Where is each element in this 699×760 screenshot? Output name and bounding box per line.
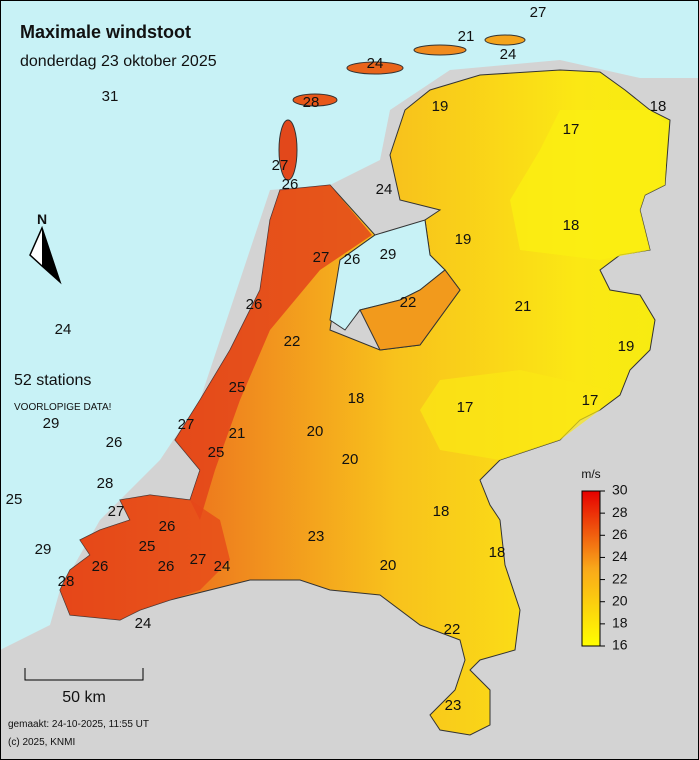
legend-tick-label: 20 bbox=[612, 592, 628, 608]
station-value: 29 bbox=[35, 541, 52, 558]
station-value: 28 bbox=[97, 475, 114, 492]
sea bbox=[0, 0, 699, 650]
station-value: 20 bbox=[380, 557, 397, 574]
island bbox=[484, 34, 526, 46]
station-value: 20 bbox=[342, 451, 359, 468]
legend-colorbar bbox=[581, 490, 601, 647]
scale-label: 50 km bbox=[62, 689, 106, 706]
station-value: 31 bbox=[102, 88, 119, 105]
station-value: 25 bbox=[208, 444, 225, 461]
legend-tick-label: 30 bbox=[612, 482, 628, 498]
red-zeeland bbox=[60, 495, 230, 620]
station-value: 24 bbox=[376, 181, 393, 198]
station-value: 24 bbox=[367, 55, 384, 72]
station-value: 17 bbox=[563, 121, 580, 138]
stations-count: 52 stations bbox=[14, 372, 91, 389]
island bbox=[292, 93, 338, 107]
island bbox=[346, 61, 404, 75]
station-value: 26 bbox=[106, 434, 123, 451]
yellow-center bbox=[420, 370, 610, 460]
yellow-east bbox=[510, 110, 668, 260]
station-value: 20 bbox=[307, 423, 324, 440]
station-value: 24 bbox=[135, 615, 152, 632]
legend-tick-label: 26 bbox=[612, 526, 628, 542]
station-value: 26 bbox=[158, 558, 175, 575]
station-value: 26 bbox=[92, 558, 109, 575]
legend-tick-label: 18 bbox=[612, 615, 628, 631]
station-value: 26 bbox=[159, 518, 176, 535]
station-value: 24 bbox=[500, 46, 517, 63]
station-value: 18 bbox=[348, 390, 365, 407]
station-value: 17 bbox=[582, 392, 599, 409]
island bbox=[278, 119, 298, 181]
station-value: 22 bbox=[444, 621, 461, 638]
station-value: 28 bbox=[58, 573, 75, 590]
red-coast bbox=[175, 185, 372, 520]
north-arrow-fill bbox=[42, 228, 60, 282]
legend-tick-label: 16 bbox=[612, 637, 628, 653]
station-value: 27 bbox=[313, 249, 330, 266]
station-value: 26 bbox=[246, 296, 263, 313]
island bbox=[413, 44, 467, 56]
legend-unit: m/s bbox=[581, 467, 600, 481]
station-value: 21 bbox=[229, 425, 246, 442]
flevoland bbox=[359, 269, 461, 351]
station-value: 29 bbox=[380, 246, 397, 263]
station-value: 29 bbox=[43, 415, 60, 432]
station-value: 27 bbox=[108, 503, 125, 520]
station-value: 17 bbox=[457, 399, 474, 416]
north-label: N bbox=[37, 211, 47, 227]
station-value: 27 bbox=[272, 157, 289, 174]
scale-bar bbox=[24, 668, 144, 681]
station-value: 25 bbox=[229, 379, 246, 396]
station-value: 23 bbox=[445, 697, 462, 714]
footer-copyright: (c) 2025, KNMI bbox=[8, 737, 75, 748]
legend-tick-label: 28 bbox=[612, 504, 628, 520]
station-value: 22 bbox=[400, 294, 417, 311]
station-value: 18 bbox=[563, 217, 580, 234]
station-value: 23 bbox=[308, 528, 325, 545]
station-value: 18 bbox=[650, 98, 667, 115]
station-value: 25 bbox=[139, 538, 156, 555]
station-value: 18 bbox=[433, 503, 450, 520]
legend-tick-label: 24 bbox=[612, 548, 628, 564]
station-value: 27 bbox=[178, 416, 195, 433]
station-value: 26 bbox=[282, 176, 299, 193]
footer-made: gemaakt: 24-10-2025, 11:55 UT bbox=[8, 719, 149, 730]
station-value: 26 bbox=[344, 251, 361, 268]
station-value: 27 bbox=[190, 551, 207, 568]
legend-tick-label: 22 bbox=[612, 570, 628, 586]
station-value: 19 bbox=[432, 98, 449, 115]
station-value: 24 bbox=[214, 558, 231, 575]
station-value: 21 bbox=[515, 298, 532, 315]
title: Maximale windstoot bbox=[20, 22, 191, 42]
station-value: 18 bbox=[489, 544, 506, 561]
station-value: 27 bbox=[530, 4, 547, 21]
subtitle: donderdag 23 oktober 2025 bbox=[20, 53, 217, 70]
station-value: 24 bbox=[55, 321, 72, 338]
note: VOORLOPIGE DATA! bbox=[14, 402, 111, 413]
station-value: 21 bbox=[458, 28, 475, 45]
station-value: 28 bbox=[303, 94, 320, 111]
station-value: 19 bbox=[618, 338, 635, 355]
station-value: 25 bbox=[6, 491, 23, 508]
station-value: 19 bbox=[455, 231, 472, 248]
station-value: 22 bbox=[284, 333, 301, 350]
